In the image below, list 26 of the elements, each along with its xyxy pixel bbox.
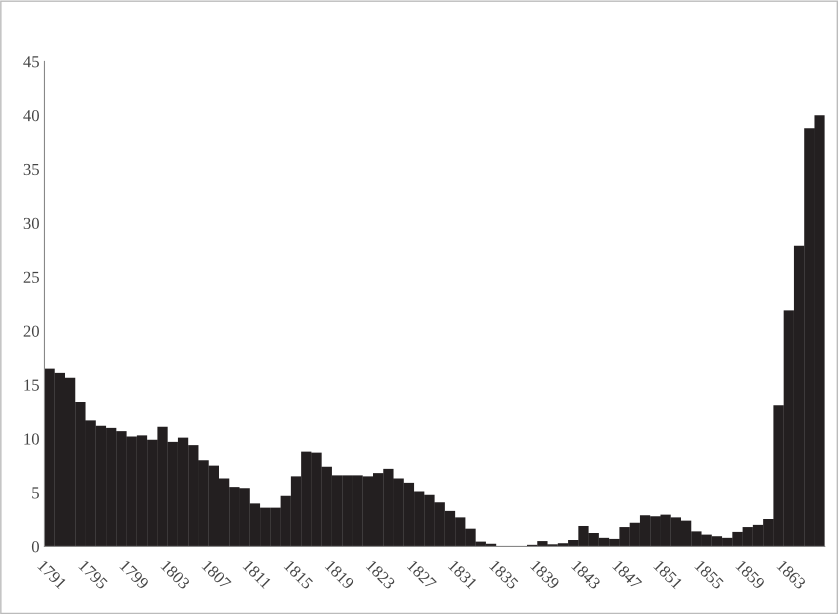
x-tick-label: 1859 <box>735 560 766 590</box>
y-tick-label: 45 <box>23 56 39 68</box>
x-tick-label: 1847 <box>612 560 642 590</box>
x-tick-label: 1855 <box>694 560 724 590</box>
x-tick-label: 1827 <box>406 560 437 590</box>
x-tick-label: 1839 <box>530 560 560 590</box>
y-tick-label: 20 <box>24 326 39 337</box>
y-tick-label: 10 <box>24 433 39 445</box>
y-tick-label: 15 <box>24 380 39 391</box>
y-tick-label: 30 <box>24 218 39 230</box>
x-tick-label: 1823 <box>366 560 396 590</box>
y-tick-label: 40 <box>23 110 39 122</box>
x-tick-label: 1815 <box>284 560 314 590</box>
x-tick-label: 1835 <box>488 560 519 590</box>
x-tick-label: 1807 <box>201 560 232 590</box>
x-tick-label: 1799 <box>119 560 150 590</box>
y-tick-label: 0 <box>32 541 39 552</box>
x-tick-label: 1819 <box>324 560 355 590</box>
x-tick-label: 1795 <box>78 560 108 590</box>
x-tick-label: 1863 <box>776 560 806 590</box>
y-tick-label: 5 <box>32 487 39 499</box>
x-tick-label: 1803 <box>160 560 190 590</box>
x-tick-label: 1811 <box>242 560 272 589</box>
x-tick-label: 1843 <box>571 560 602 590</box>
y-tick-label: 35 <box>24 164 39 176</box>
y-tick-label: 25 <box>24 272 39 283</box>
